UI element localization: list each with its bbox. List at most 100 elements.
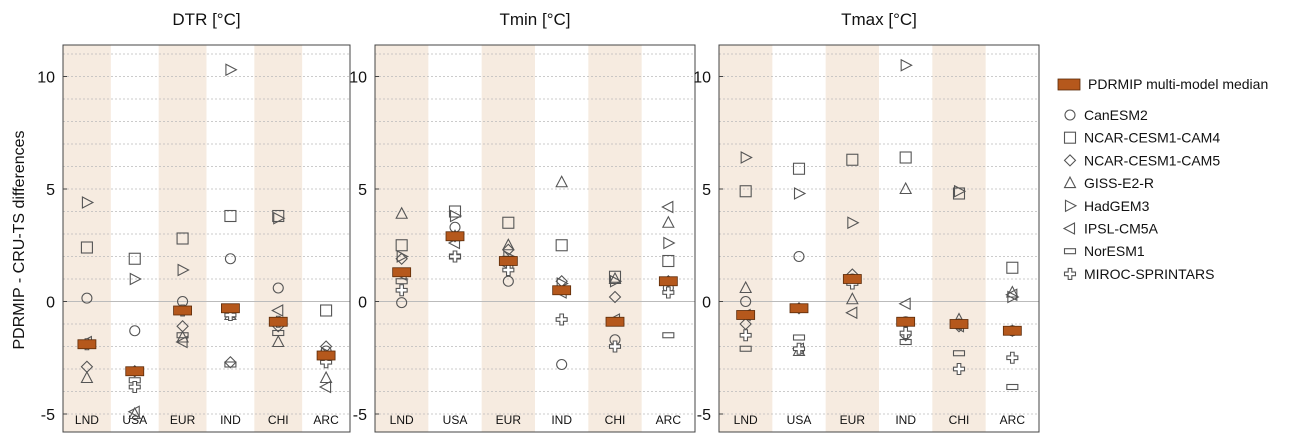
tmax-point-giss-e2-r-ind: [899, 182, 912, 195]
dtr-point-hadgem3-ind: [225, 63, 237, 76]
tmin-point-miroc-sprintars-ind: [555, 313, 568, 326]
dtr-median-usa: [125, 366, 145, 377]
tmax-ytick-label: -5: [697, 407, 711, 424]
tmax-ytick-label: 0: [702, 295, 711, 312]
dtr-category-label-lnd: LND: [75, 413, 99, 427]
tmin-point-canesm2-ind: [556, 358, 568, 371]
tmin-title: Tmin [°C]: [499, 10, 570, 29]
dtr-median-lnd: [77, 339, 97, 350]
legend-cross-icon: [1063, 267, 1077, 280]
legend-triangle-up-icon: [1063, 176, 1077, 189]
dtr-point-canesm2-ind: [224, 253, 236, 265]
tmin-median-usa: [445, 231, 465, 242]
legend-median-label: PDRMIP multi-model median: [1088, 76, 1268, 92]
legend-label-canesm2: CanESM2: [1084, 107, 1148, 123]
tmin-point-miroc-sprintars-usa: [448, 250, 462, 263]
tmin-category-label-lnd: LND: [390, 413, 414, 427]
tmax-median-ind: [896, 316, 916, 327]
dtr-band-lnd: [63, 45, 111, 432]
tmax-point-ncar-cesm1-cam4-arc: [1006, 261, 1019, 274]
legend-square-icon: [1063, 131, 1077, 144]
tmin-point-hadgem3-usa: [449, 209, 462, 223]
dtr-category-label-chi: CHI: [268, 413, 289, 427]
tmax-category-label-eur: EUR: [840, 413, 866, 427]
legend-label-noresm1: NorESM1: [1084, 243, 1145, 259]
tmax-category-label-usa: USA: [787, 413, 812, 427]
dtr-category-label-ind: IND: [220, 413, 241, 427]
tmin-band-lnd: [375, 45, 429, 432]
tmin-ytick-label: 0: [358, 295, 367, 312]
tmin-category-label-arc: ARC: [656, 413, 682, 427]
tmin-ytick-label: 5: [358, 182, 367, 199]
dtr-frame: [62, 44, 351, 433]
dtr-band-chi: [254, 45, 303, 432]
dtr-point-ncar-cesm1-cam4-arc: [320, 304, 333, 317]
tmin-median-chi: [605, 316, 625, 327]
dtr-point-ncar-cesm1-cam4-ind: [224, 209, 237, 223]
tmin-point-ncar-cesm1-cam4-ind: [555, 239, 568, 252]
tmin-ytick-label: 10: [349, 70, 367, 87]
tmin-median-lnd: [392, 267, 412, 278]
tmin-point-giss-e2-r-ind: [555, 175, 568, 188]
tmin-band-chi: [588, 45, 642, 432]
legend-label-giss-e2-r: GISS-E2-R: [1084, 175, 1154, 191]
dtr-median-chi: [268, 316, 288, 327]
tmax-median-arc: [1002, 325, 1022, 336]
tmax-point-noresm1-usa: [792, 334, 806, 341]
tmin-category-label-eur: EUR: [496, 413, 522, 427]
dtr-median-ind: [221, 303, 240, 314]
tmin-category-label-usa: USA: [443, 413, 468, 427]
tmax-category-label-arc: ARC: [1000, 413, 1026, 427]
legend: PDRMIP multi-model median CanESM2 NCAR-CES…: [1057, 76, 1268, 282]
tmax-point-hadgem3-ind: [900, 59, 913, 72]
tmax-point-ncar-cesm1-cam4-ind: [899, 151, 912, 164]
legend-label-miroc-sprintars: MIROC-SPRINTARS: [1084, 266, 1214, 282]
legend-label-ncar-cesm1-cam5: NCAR-CESM1-CAM5: [1084, 152, 1220, 168]
tmax-point-noresm1-arc: [1006, 383, 1019, 391]
tmin-point-noresm1-arc: [662, 332, 675, 339]
tmax-point-hadgem3-usa: [793, 187, 806, 200]
tmin-band-eur: [481, 45, 535, 432]
tmax-median-usa: [789, 303, 809, 314]
tmin-ytick-label: -5: [353, 407, 367, 424]
tmax-median-eur: [842, 274, 862, 284]
tmin-median-arc: [658, 276, 678, 287]
tmin-median-ind: [552, 285, 572, 296]
tmin-median-eur: [498, 256, 518, 266]
legend-triangle-left-icon: [1063, 222, 1076, 235]
tmax-category-label-lnd: LND: [734, 413, 758, 427]
dtr-category-label-usa: USA: [122, 413, 147, 427]
tmax-category-label-ind: IND: [895, 413, 916, 427]
dtr-category-label-arc: ARC: [313, 413, 339, 427]
panel-dtr: -5 0 5 10 DTR [°C] LND USA EUR IND CHI ARC: [37, 10, 351, 433]
dtr-title: DTR [°C]: [172, 10, 240, 29]
tmax-band-eur: [825, 45, 879, 432]
panel-tmin: -5 0 5 10 Tmin [°C] LND USA EUR IND CHI ARC: [349, 10, 696, 433]
tmin-category-label-ind: IND: [551, 413, 572, 427]
legend-label-ncar-cesm1-cam4: NCAR-CESM1-CAM4: [1084, 130, 1220, 146]
tmax-median-chi: [949, 319, 969, 329]
dtr-ytick-label: 0: [46, 295, 55, 312]
tmax-point-ipsl-cm5a-ind: [899, 297, 911, 310]
dtr-band-eur: [158, 45, 207, 432]
tmax-point-ncar-cesm1-cam4-usa: [792, 162, 806, 175]
legend-label-hadgem3: HadGEM3: [1084, 198, 1150, 214]
legend-circle-icon: [1064, 109, 1076, 121]
tmax-band-lnd: [719, 45, 773, 432]
legend-label-ipsl-cm5a: IPSL-CM5A: [1084, 221, 1159, 237]
dtr-ytick-label: -5: [41, 407, 55, 424]
tmax-title: Tmax [°C]: [841, 10, 917, 29]
tmin-point-hadgem3-arc: [663, 236, 675, 250]
dtr-median-arc: [316, 350, 336, 361]
panel-tmax: -5 0 5 10 Tmax [°C] LND USA EUR IND CHI ARC: [693, 10, 1040, 433]
legend-median-swatch: [1057, 78, 1081, 91]
tmax-ytick-label: 10: [693, 70, 711, 87]
tmax-ytick-label: 5: [702, 182, 711, 199]
tmax-point-miroc-sprintars-arc: [1006, 351, 1019, 364]
tmax-category-label-chi: CHI: [949, 413, 970, 427]
tmin-category-label-chi: CHI: [605, 413, 626, 427]
tmin-frame: [374, 44, 696, 433]
tmin-point-miroc-sprintars-arc: [662, 286, 675, 299]
y-axis-label: PDRMIP - CRU-TS differences: [11, 130, 28, 349]
